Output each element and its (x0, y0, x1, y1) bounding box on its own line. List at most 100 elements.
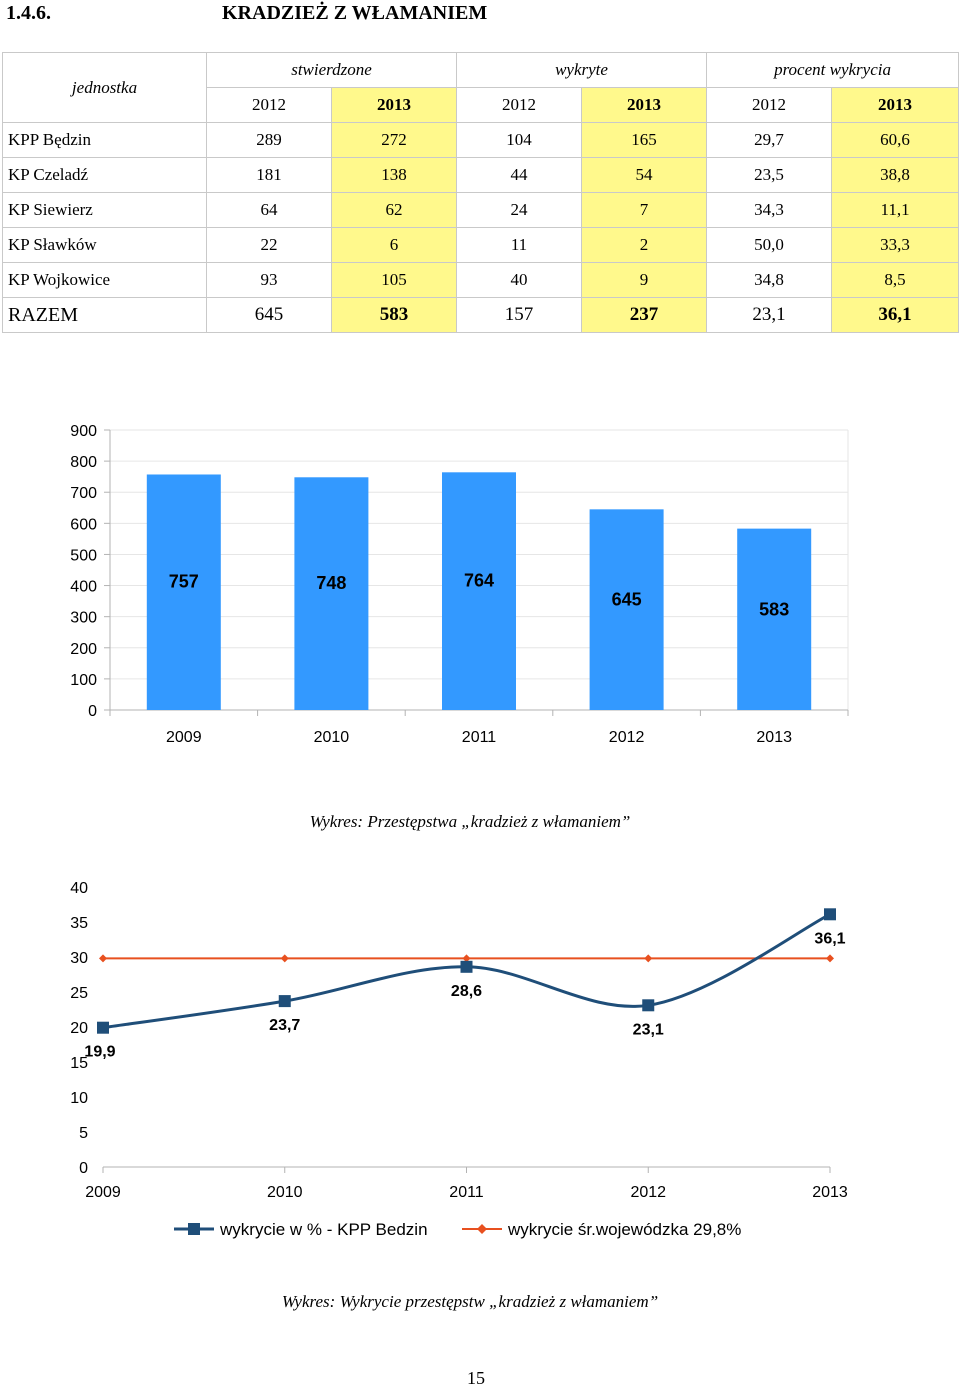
y-tick-label: 200 (70, 641, 97, 658)
point-data-label: 36,1 (814, 930, 845, 947)
table-year-header-row: 2012 2013 2012 2013 2012 2013 (3, 87, 960, 123)
y-tick-label: 10 (70, 1090, 88, 1107)
table-cell: 11 (456, 227, 582, 263)
row-unit: KPP Będzin (2, 122, 207, 158)
header-detected: wykryte (455, 52, 708, 88)
legend-kpp-marker (188, 1223, 200, 1235)
total-cell: 645 (206, 297, 332, 333)
y-tick-label: 400 (70, 579, 97, 596)
table-cell: 104 (456, 122, 582, 158)
point-data-label: 23,7 (269, 1017, 300, 1034)
total-cell: 36,1 (831, 297, 960, 333)
header-percent: procent wykrycia (706, 52, 960, 88)
header-year: 2012 (456, 87, 582, 123)
row-unit: KP Wojkowice (2, 262, 207, 298)
y-tick-label: 25 (70, 985, 88, 1002)
bar-chart-caption: Wykres: Przestępstwa „kradzież z włamani… (309, 812, 631, 831)
x-tick-label: 2010 (314, 729, 350, 746)
table-cell: 50,0 (706, 227, 833, 263)
y-tick-label: 0 (79, 1160, 88, 1177)
statistics-table: jednostka stwierdzone wykryte procent wy… (2, 52, 960, 333)
x-tick-label: 2011 (449, 1184, 484, 1201)
table-total-row: RAZEM 645 583 157 237 23,1 36,1 (2, 297, 960, 333)
kpp-point-marker (824, 908, 836, 921)
table-cell: 29,7 (706, 122, 833, 158)
table-cell: 289 (206, 122, 332, 158)
y-tick-label: 5 (79, 1125, 88, 1142)
bar-chart: 0 100 200 300 400 500 600 700 800 900 757 2009 748 20… (70, 423, 849, 746)
point-data-label: 23,1 (633, 1021, 664, 1038)
table-cell: 44 (456, 157, 582, 193)
line-chart-caption: Wykres: Wykrycie przestępstw „kradzież z… (281, 1292, 659, 1311)
kpp-point-marker (460, 960, 473, 973)
y-tick-label: 100 (70, 672, 97, 689)
table-cell: 34,3 (706, 192, 833, 228)
bar (294, 477, 369, 710)
total-cell: 237 (580, 297, 708, 333)
table-cell: 24 (456, 192, 582, 228)
average-point-marker (99, 954, 107, 963)
y-tick-label: 0 (88, 703, 97, 720)
y-tick-label: 700 (70, 485, 97, 502)
y-tick-label: 300 (70, 610, 97, 627)
table-cell: 6 (331, 227, 457, 263)
kpp-point-marker (278, 995, 291, 1008)
legend-kpp-label: wykrycie w % - KPP Bedzin (219, 1220, 428, 1239)
table-cell: 181 (206, 157, 332, 193)
table-row: KP Sławków 22 6 11 2 50,0 33,3 (2, 227, 960, 263)
header-unit: jednostka (2, 52, 207, 123)
table-cell: 9 (580, 262, 708, 298)
row-unit: KP Czeladź (2, 157, 207, 193)
legend-average-label: wykrycie śr.wojewódzka 29,8% (507, 1220, 741, 1239)
bar-data-label: 764 (464, 570, 494, 590)
section-number: 1.4.6. (6, 2, 51, 24)
y-tick-label: 30 (70, 950, 88, 967)
table-cell: 23,5 (706, 157, 833, 193)
table-cell: 54 (580, 157, 708, 193)
average-point-marker (644, 954, 653, 963)
x-tick-label: 2011 (462, 729, 497, 746)
y-tick-label: 900 (70, 423, 97, 440)
x-tick-label: 2009 (166, 729, 202, 746)
table-cell: 22 (206, 227, 332, 263)
total-cell: 583 (331, 297, 457, 333)
header-year: 2012 (206, 87, 332, 123)
bar-data-label: 757 (169, 572, 199, 592)
y-tick-label: 35 (70, 915, 88, 932)
table-cell: 62 (331, 192, 457, 228)
bar (737, 528, 812, 710)
x-tick-label: 2009 (85, 1184, 121, 1201)
table-row: KP Czeladź 181 138 44 54 23,5 38,8 (2, 157, 960, 193)
section-title: KRADZIEŻ Z WŁAMANIEM (222, 2, 488, 24)
bar-data-label: 645 (612, 590, 642, 610)
table-cell: 105 (331, 262, 457, 298)
table-cell: 272 (331, 122, 457, 158)
x-tick-label: 2013 (812, 1184, 848, 1201)
total-cell: 23,1 (706, 297, 833, 333)
total-label: RAZEM (2, 297, 207, 333)
total-cell: 157 (456, 297, 582, 333)
line-chart: 0 5 10 15 20 25 30 35 40 2009 2010 2011 2012 2013 19,9… (70, 880, 848, 1239)
header-year: 2013 (831, 87, 960, 123)
bar-data-label: 583 (759, 600, 789, 620)
legend-average-marker (477, 1224, 487, 1234)
bar (442, 472, 516, 710)
bar (589, 509, 664, 710)
y-tick-label: 20 (70, 1020, 88, 1037)
header-year: 2013 (331, 87, 457, 123)
average-point-marker (826, 954, 834, 963)
table-cell: 2 (580, 227, 708, 263)
table-cell: 64 (206, 192, 332, 228)
average-point-marker (462, 954, 471, 963)
table-row: KP Wojkowice 93 105 40 9 34,8 8,5 (2, 262, 960, 298)
y-tick-label: 40 (70, 880, 88, 897)
table-cell: 165 (580, 122, 708, 158)
table-cell: 138 (331, 157, 457, 193)
table-row: KP Siewierz 64 62 24 7 34,3 11,1 (2, 192, 960, 228)
table-cell: 7 (580, 192, 708, 228)
table-cell: 40 (456, 262, 582, 298)
row-unit: KP Sławków (2, 227, 207, 263)
table-cell: 33,3 (831, 227, 960, 263)
average-point-marker (280, 954, 289, 963)
x-tick-label: 2013 (756, 729, 792, 746)
